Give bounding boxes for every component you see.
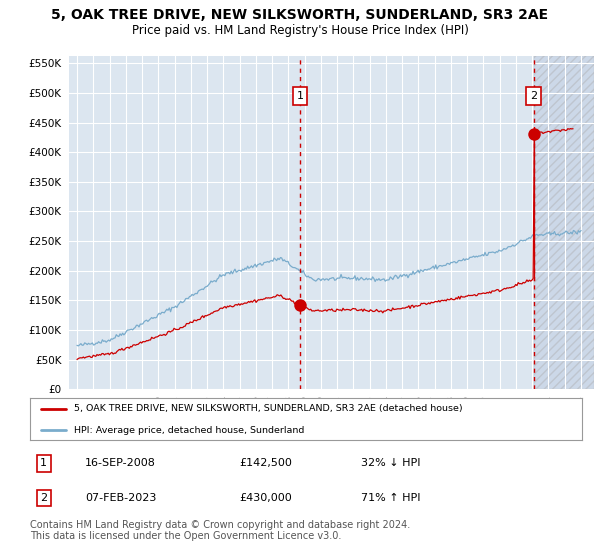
Text: £142,500: £142,500: [240, 458, 293, 468]
Text: 5, OAK TREE DRIVE, NEW SILKSWORTH, SUNDERLAND, SR3 2AE (detached house): 5, OAK TREE DRIVE, NEW SILKSWORTH, SUNDE…: [74, 404, 463, 413]
Text: 71% ↑ HPI: 71% ↑ HPI: [361, 493, 421, 503]
Bar: [534, 56, 594, 389]
Text: 5, OAK TREE DRIVE, NEW SILKSWORTH, SUNDERLAND, SR3 2AE: 5, OAK TREE DRIVE, NEW SILKSWORTH, SUNDE…: [52, 8, 548, 22]
Text: 1: 1: [40, 458, 47, 468]
Text: 1: 1: [296, 91, 304, 101]
Text: 2: 2: [40, 493, 47, 503]
Text: HPI: Average price, detached house, Sunderland: HPI: Average price, detached house, Sund…: [74, 426, 305, 435]
Text: Price paid vs. HM Land Registry's House Price Index (HPI): Price paid vs. HM Land Registry's House …: [131, 24, 469, 36]
Bar: [534, 56, 594, 389]
Text: Contains HM Land Registry data © Crown copyright and database right 2024.
This d: Contains HM Land Registry data © Crown c…: [30, 520, 410, 542]
Text: 32% ↓ HPI: 32% ↓ HPI: [361, 458, 421, 468]
Text: 2: 2: [530, 91, 538, 101]
Text: £430,000: £430,000: [240, 493, 293, 503]
Text: 16-SEP-2008: 16-SEP-2008: [85, 458, 156, 468]
Text: 07-FEB-2023: 07-FEB-2023: [85, 493, 157, 503]
